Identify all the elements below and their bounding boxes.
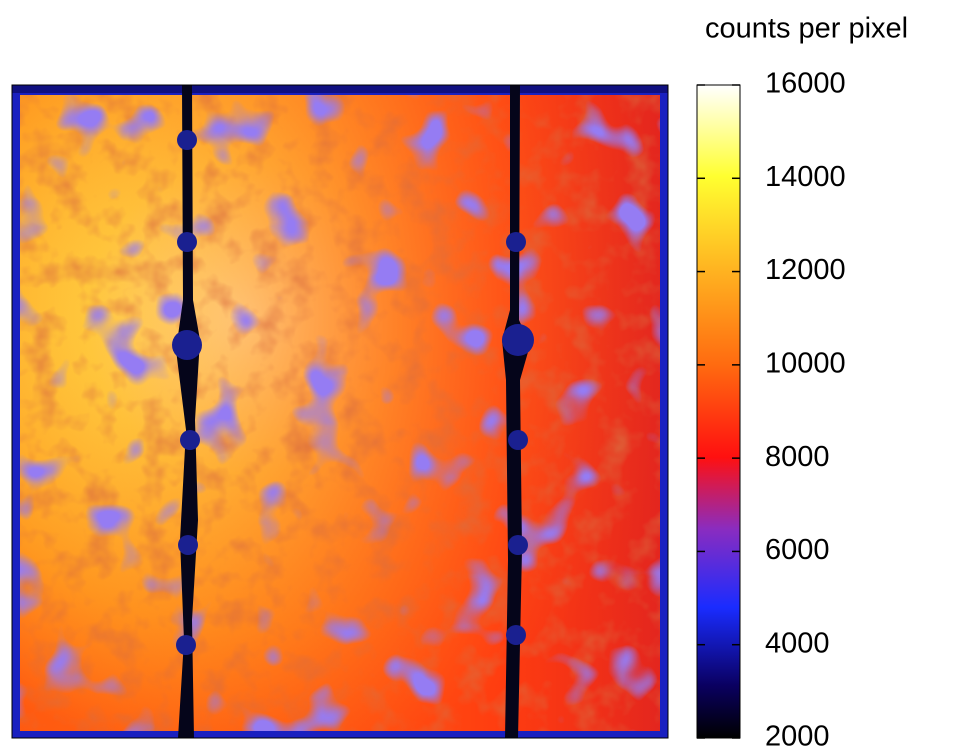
- colorbar-tick-label: 6000: [765, 534, 830, 566]
- colorbar-tick-label: 4000: [765, 627, 830, 659]
- colorbar-tick-label: 14000: [765, 161, 846, 193]
- colorbar-tick-label: 16000: [765, 68, 846, 100]
- colorbar-tick-label: 10000: [765, 348, 846, 380]
- colorbar-tick-label: 8000: [765, 441, 830, 473]
- colorbar-label: counts per pixel: [705, 13, 908, 45]
- colorbar: [697, 85, 740, 738]
- colorbar-tick-label: 2000: [765, 721, 830, 753]
- luminescence-image: [12, 85, 668, 738]
- colorbar-tick-label: 12000: [765, 254, 846, 286]
- figure: counts per pixel 2000 4000 6000 8000 10000 12…: [0, 0, 969, 755]
